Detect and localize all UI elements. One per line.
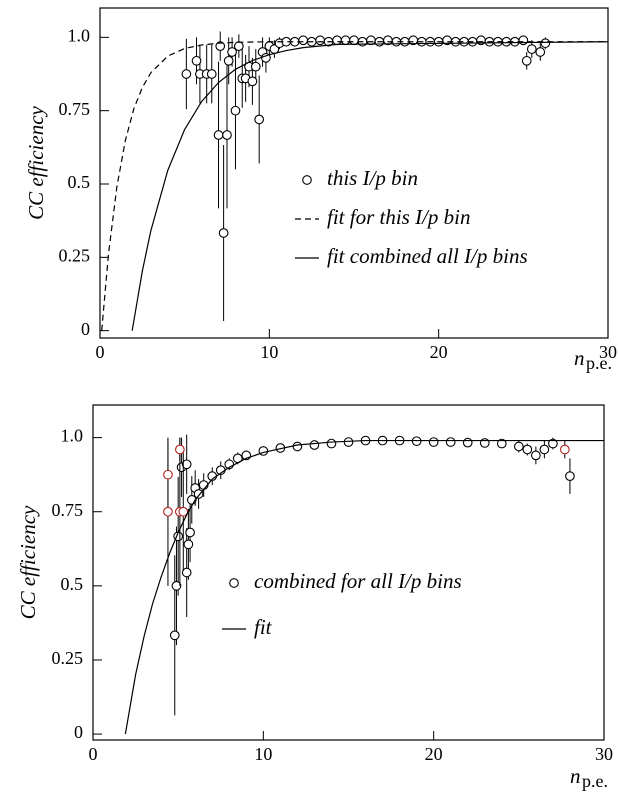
legend-label: fit xyxy=(254,615,273,639)
data-point xyxy=(539,444,550,455)
data-point xyxy=(178,506,189,517)
data-point xyxy=(343,437,354,447)
data-point xyxy=(193,489,204,499)
x-axis-label-sub: p.e. xyxy=(586,353,612,373)
data-point xyxy=(535,47,546,57)
data-point xyxy=(559,444,570,455)
data-point xyxy=(548,438,558,449)
data-point xyxy=(292,441,303,452)
data-point xyxy=(227,47,237,57)
data-point xyxy=(175,444,185,455)
y-axis-label: CC efficiency xyxy=(24,105,48,219)
data-point xyxy=(234,41,244,51)
data-point xyxy=(247,76,258,87)
data-point xyxy=(222,130,232,140)
x-tick-label: 30 xyxy=(595,744,613,764)
data-point xyxy=(218,228,229,238)
data-point xyxy=(513,441,524,452)
y-tick-label: 0 xyxy=(74,722,83,742)
x-axis-label: n xyxy=(574,346,585,370)
data-point xyxy=(565,471,575,482)
data-point xyxy=(298,35,309,46)
fit-line xyxy=(101,41,608,331)
x-tick-label: 20 xyxy=(430,342,448,362)
data-point xyxy=(522,444,533,455)
y-tick-label: 0.75 xyxy=(59,99,91,119)
y-tick-label: 0.5 xyxy=(68,172,91,192)
data-point xyxy=(309,440,320,450)
data-point xyxy=(163,469,173,480)
data-point xyxy=(171,580,182,591)
x-tick-label: 0 xyxy=(96,342,105,362)
x-tick-label: 0 xyxy=(89,744,98,764)
plot-frame xyxy=(99,7,609,339)
data-point xyxy=(315,35,325,46)
data-point xyxy=(223,55,234,66)
data-point xyxy=(340,35,351,46)
legend-label: this I/p bin xyxy=(327,166,418,190)
data-point xyxy=(250,61,261,72)
data-point xyxy=(462,437,473,448)
data-point xyxy=(254,114,265,125)
x-axis-label: n xyxy=(570,764,581,788)
data-point xyxy=(366,35,376,46)
legend-marker xyxy=(229,578,239,588)
x-tick-label: 10 xyxy=(260,342,278,362)
fit-line xyxy=(124,439,604,735)
y-tick-label: 0 xyxy=(81,319,90,339)
data-point xyxy=(206,69,217,79)
data-point xyxy=(181,459,192,470)
data-point xyxy=(445,437,456,447)
y-tick-label: 0.25 xyxy=(59,245,91,265)
data-point xyxy=(349,35,359,46)
fit-line xyxy=(131,41,609,331)
y-tick-label: 0.5 xyxy=(61,574,84,594)
data-point xyxy=(191,55,202,66)
data-point xyxy=(183,539,194,550)
data-point xyxy=(428,437,439,447)
y-axis-label: CC efficiency xyxy=(16,505,40,619)
data-point xyxy=(185,527,195,538)
x-tick-label: 30 xyxy=(599,342,617,362)
data-point xyxy=(518,35,529,46)
y-tick-label: 1.0 xyxy=(68,25,91,45)
data-point xyxy=(230,105,241,116)
y-tick-label: 0.75 xyxy=(52,500,84,520)
x-axis-label-sub: p.e. xyxy=(582,771,608,791)
plot-frame xyxy=(92,404,605,741)
data-point xyxy=(181,69,192,79)
y-tick-label: 1.0 xyxy=(61,426,84,446)
x-tick-label: 10 xyxy=(254,744,272,764)
data-point xyxy=(213,130,224,140)
legend-marker xyxy=(302,175,312,185)
data-point xyxy=(215,41,226,51)
y-tick-label: 0.25 xyxy=(52,648,84,668)
data-point xyxy=(181,567,192,578)
data-point xyxy=(526,44,537,54)
data-point xyxy=(521,55,532,66)
legend-label: combined for all I/p bins xyxy=(254,569,462,593)
data-point xyxy=(531,450,541,461)
data-point xyxy=(332,35,342,46)
data-point xyxy=(163,506,173,517)
data-point xyxy=(326,438,337,449)
data-point xyxy=(540,38,551,49)
data-point xyxy=(496,438,507,449)
legend-label: fit combined all I/p bins xyxy=(327,244,528,268)
x-tick-label: 20 xyxy=(425,744,443,764)
data-point xyxy=(479,438,490,448)
legend-label: fit for this I/p bin xyxy=(327,205,471,229)
data-point xyxy=(169,630,180,641)
